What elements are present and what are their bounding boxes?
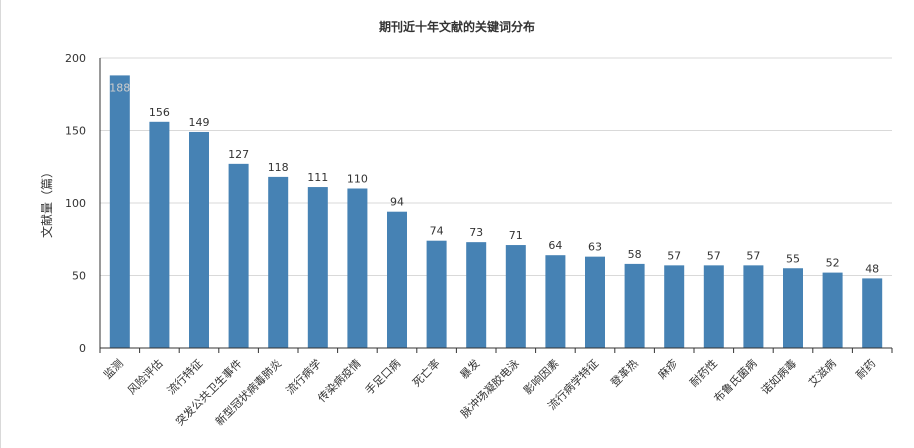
bar bbox=[545, 255, 566, 348]
bar bbox=[743, 265, 764, 348]
data-label: 73 bbox=[469, 226, 483, 239]
x-tick-label: 艾滋病 bbox=[805, 356, 838, 389]
bar bbox=[862, 278, 883, 348]
x-tick-label: 暴发 bbox=[457, 356, 482, 381]
data-label: 55 bbox=[786, 252, 800, 265]
data-label: 111 bbox=[307, 171, 328, 184]
data-label: 127 bbox=[228, 148, 249, 161]
data-label: 156 bbox=[149, 106, 170, 119]
bar bbox=[347, 188, 368, 348]
bar bbox=[426, 240, 447, 348]
data-label: 94 bbox=[390, 196, 404, 209]
data-label: 57 bbox=[707, 249, 721, 262]
left-border bbox=[0, 0, 1, 448]
bar bbox=[387, 211, 407, 348]
bar bbox=[505, 245, 526, 348]
x-tick-label: 流行病学 bbox=[283, 356, 324, 397]
y-tick-label: 150 bbox=[65, 125, 86, 138]
x-tick-label: 手足口病 bbox=[362, 356, 403, 397]
chart-title: 期刊近十年文献的关键词分布 bbox=[378, 20, 535, 34]
bar bbox=[783, 268, 803, 348]
data-label: 188 bbox=[109, 81, 130, 94]
bar bbox=[149, 121, 170, 348]
bar bbox=[268, 176, 289, 348]
data-label: 71 bbox=[509, 229, 523, 242]
bar bbox=[466, 242, 487, 348]
y-tick-label: 50 bbox=[72, 270, 86, 283]
x-tick-label: 布鲁氏菌病 bbox=[711, 356, 760, 405]
bar bbox=[664, 265, 685, 348]
gridlines bbox=[100, 57, 892, 276]
data-label: 57 bbox=[746, 249, 760, 262]
data-label: 110 bbox=[347, 173, 368, 186]
bar bbox=[624, 263, 645, 348]
bar bbox=[585, 256, 605, 348]
data-label: 57 bbox=[667, 249, 681, 262]
x-tick-label: 耐药性 bbox=[687, 356, 720, 389]
x-tick-label: 登革热 bbox=[607, 356, 640, 389]
x-tick-label: 影响因素 bbox=[521, 357, 561, 397]
x-tick-label: 诺如病毒 bbox=[758, 356, 799, 397]
bar bbox=[703, 265, 724, 348]
x-tick-label: 新型冠状病毒肺炎 bbox=[212, 356, 284, 428]
bar bbox=[822, 272, 843, 348]
bar bbox=[109, 75, 130, 349]
x-tick-label: 监测 bbox=[101, 357, 126, 382]
y-tick-label: 0 bbox=[79, 342, 86, 355]
data-label: 149 bbox=[189, 116, 210, 129]
bar bbox=[189, 131, 209, 348]
data-label: 74 bbox=[430, 225, 444, 238]
x-tick-label: 死亡率 bbox=[409, 356, 442, 389]
data-label: 48 bbox=[865, 262, 879, 275]
x-tick-label: 传染病疫情 bbox=[315, 356, 364, 405]
data-label: 58 bbox=[628, 248, 642, 261]
data-label: 64 bbox=[548, 239, 562, 252]
bars bbox=[109, 75, 883, 349]
data-label: 118 bbox=[268, 161, 289, 174]
y-tick-label: 100 bbox=[65, 197, 86, 210]
y-tick-label: 200 bbox=[65, 52, 86, 65]
x-tick-label: 麻疹 bbox=[655, 356, 680, 381]
data-labels: 188 156 149 127 118 111 110 94 74 73 71 64 63 58 57 57 5… bbox=[109, 81, 879, 275]
bar bbox=[307, 187, 328, 348]
bar bbox=[228, 163, 249, 348]
y-axis-title: 文献量（篇） bbox=[39, 166, 54, 238]
x-tick-label: 突发公共卫生事件 bbox=[173, 356, 245, 428]
data-label: 52 bbox=[826, 257, 840, 270]
x-tick-label: 流行特征 bbox=[164, 356, 205, 397]
data-label: 63 bbox=[588, 241, 602, 254]
x-tick-label: 耐药 bbox=[854, 357, 879, 382]
x-tick-label: 风险评估 bbox=[125, 356, 166, 397]
